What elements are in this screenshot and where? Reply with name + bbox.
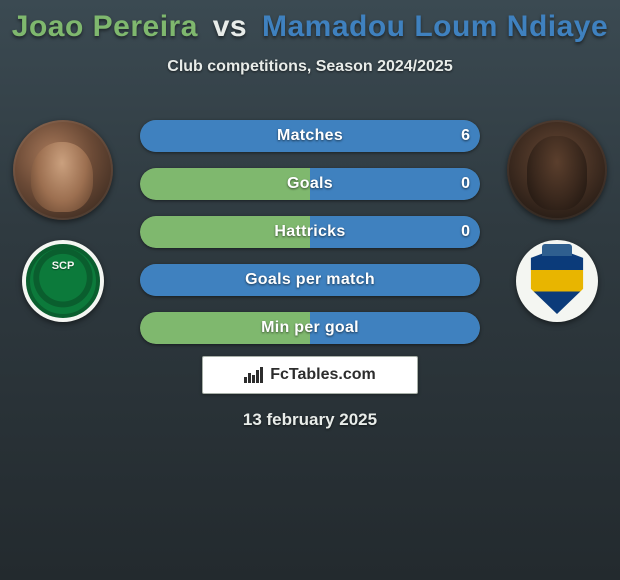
player2-avatar	[507, 120, 607, 220]
stat-bar-label: Goals	[140, 168, 480, 200]
stat-bar-value-right: 0	[461, 216, 470, 248]
title: Joao Pereira vs Mamadou Loum Ndiaye	[0, 0, 620, 44]
stat-bar: Goals0	[140, 168, 480, 200]
title-player2: Mamadou Loum Ndiaye	[262, 10, 608, 43]
player2-club-badge	[516, 240, 598, 322]
brand-box: FcTables.com	[202, 356, 418, 394]
stat-bar: Hattricks0	[140, 216, 480, 248]
player1-club-badge	[22, 240, 104, 322]
subtitle: Club competitions, Season 2024/2025	[0, 58, 620, 76]
date-text: 13 february 2025	[0, 410, 620, 430]
chart-bars-icon	[244, 367, 264, 383]
title-vs: vs	[213, 10, 247, 43]
stat-bar-label: Min per goal	[140, 312, 480, 344]
stat-bars: Matches6Goals0Hattricks0Goals per matchM…	[140, 120, 480, 344]
stat-bar: Matches6	[140, 120, 480, 152]
stat-bar-value-right: 0	[461, 168, 470, 200]
stat-bar-value-right: 6	[461, 120, 470, 152]
stat-bar-label: Goals per match	[140, 264, 480, 296]
title-player1: Joao Pereira	[12, 10, 198, 43]
stat-bar: Min per goal	[140, 312, 480, 344]
stat-bar: Goals per match	[140, 264, 480, 296]
brand-text: FcTables.com	[270, 366, 376, 384]
stat-bar-label: Hattricks	[140, 216, 480, 248]
player1-avatar	[13, 120, 113, 220]
left-column	[8, 120, 118, 322]
stat-bar-label: Matches	[140, 120, 480, 152]
right-column	[502, 120, 612, 322]
